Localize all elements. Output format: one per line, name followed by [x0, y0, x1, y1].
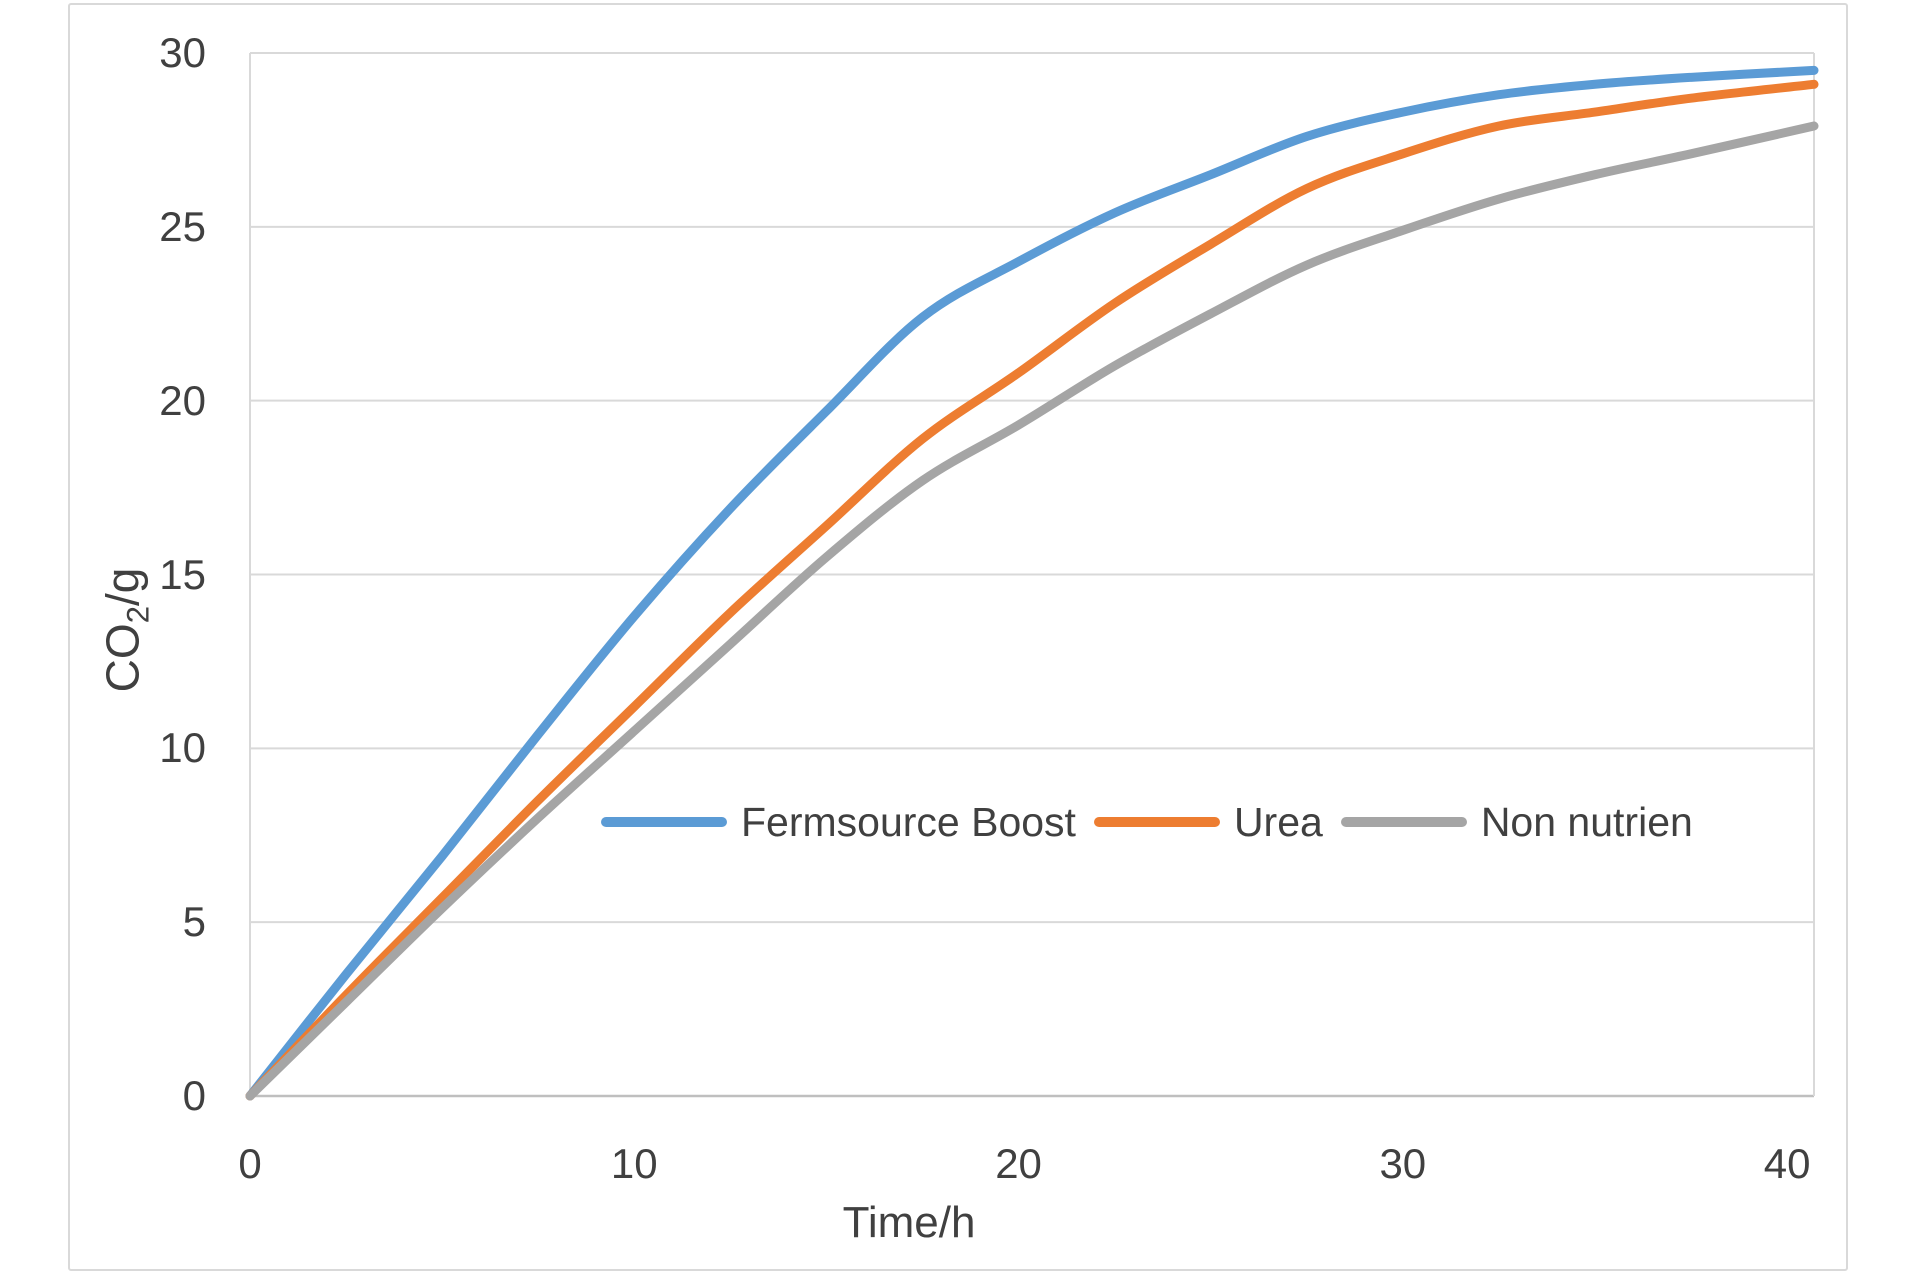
- legend-line-swatch-gray: [1340, 817, 1467, 827]
- y-tick-label: 0: [182, 1072, 206, 1119]
- x-tick-label: 10: [610, 1140, 658, 1187]
- y-tick-label: 5: [182, 898, 206, 946]
- legend-label: Non nutrien: [1480, 798, 1693, 845]
- gridlines: [249, 52, 1815, 1098]
- legend-label: Urea: [1233, 798, 1323, 845]
- series-line-non-nutrien: [245, 121, 1819, 1101]
- y-tick-label: 20: [159, 376, 206, 424]
- legend-item-non-nutrien: Non nutrien: [1340, 798, 1693, 846]
- y-tick-label: 10: [159, 724, 206, 772]
- legend: Fermsource Boost Urea Non nutrien: [601, 794, 1693, 850]
- series-lines: [245, 65, 1819, 1101]
- x-tick-label: 30: [1379, 1140, 1427, 1187]
- y-axis-title-subscript: 2: [120, 605, 156, 624]
- legend-line-swatch-blue: [601, 817, 727, 827]
- legend-line-swatch-orange: [1093, 817, 1220, 827]
- legend-item-fermsource-boost: Fermsource Boost: [601, 799, 1076, 846]
- y-tick-label: 30: [159, 29, 206, 76]
- x-tick-label: 0: [238, 1140, 262, 1187]
- legend-label: Fermsource Boost: [741, 798, 1076, 845]
- y-axis-title-text: CO: [96, 623, 149, 693]
- y-tick-label: 25: [159, 202, 206, 250]
- x-tick-label: 40: [1763, 1140, 1811, 1187]
- series-line-urea: [245, 79, 1819, 1101]
- x-axis-title: Time/h: [842, 1198, 976, 1247]
- legend-item-urea: Urea: [1093, 798, 1323, 846]
- x-tick-label: 20: [995, 1140, 1042, 1187]
- chart-frame: [68, 3, 1848, 1271]
- series-line-fermsource-boost: [245, 65, 1819, 1101]
- y-tick-label: 15: [159, 550, 206, 598]
